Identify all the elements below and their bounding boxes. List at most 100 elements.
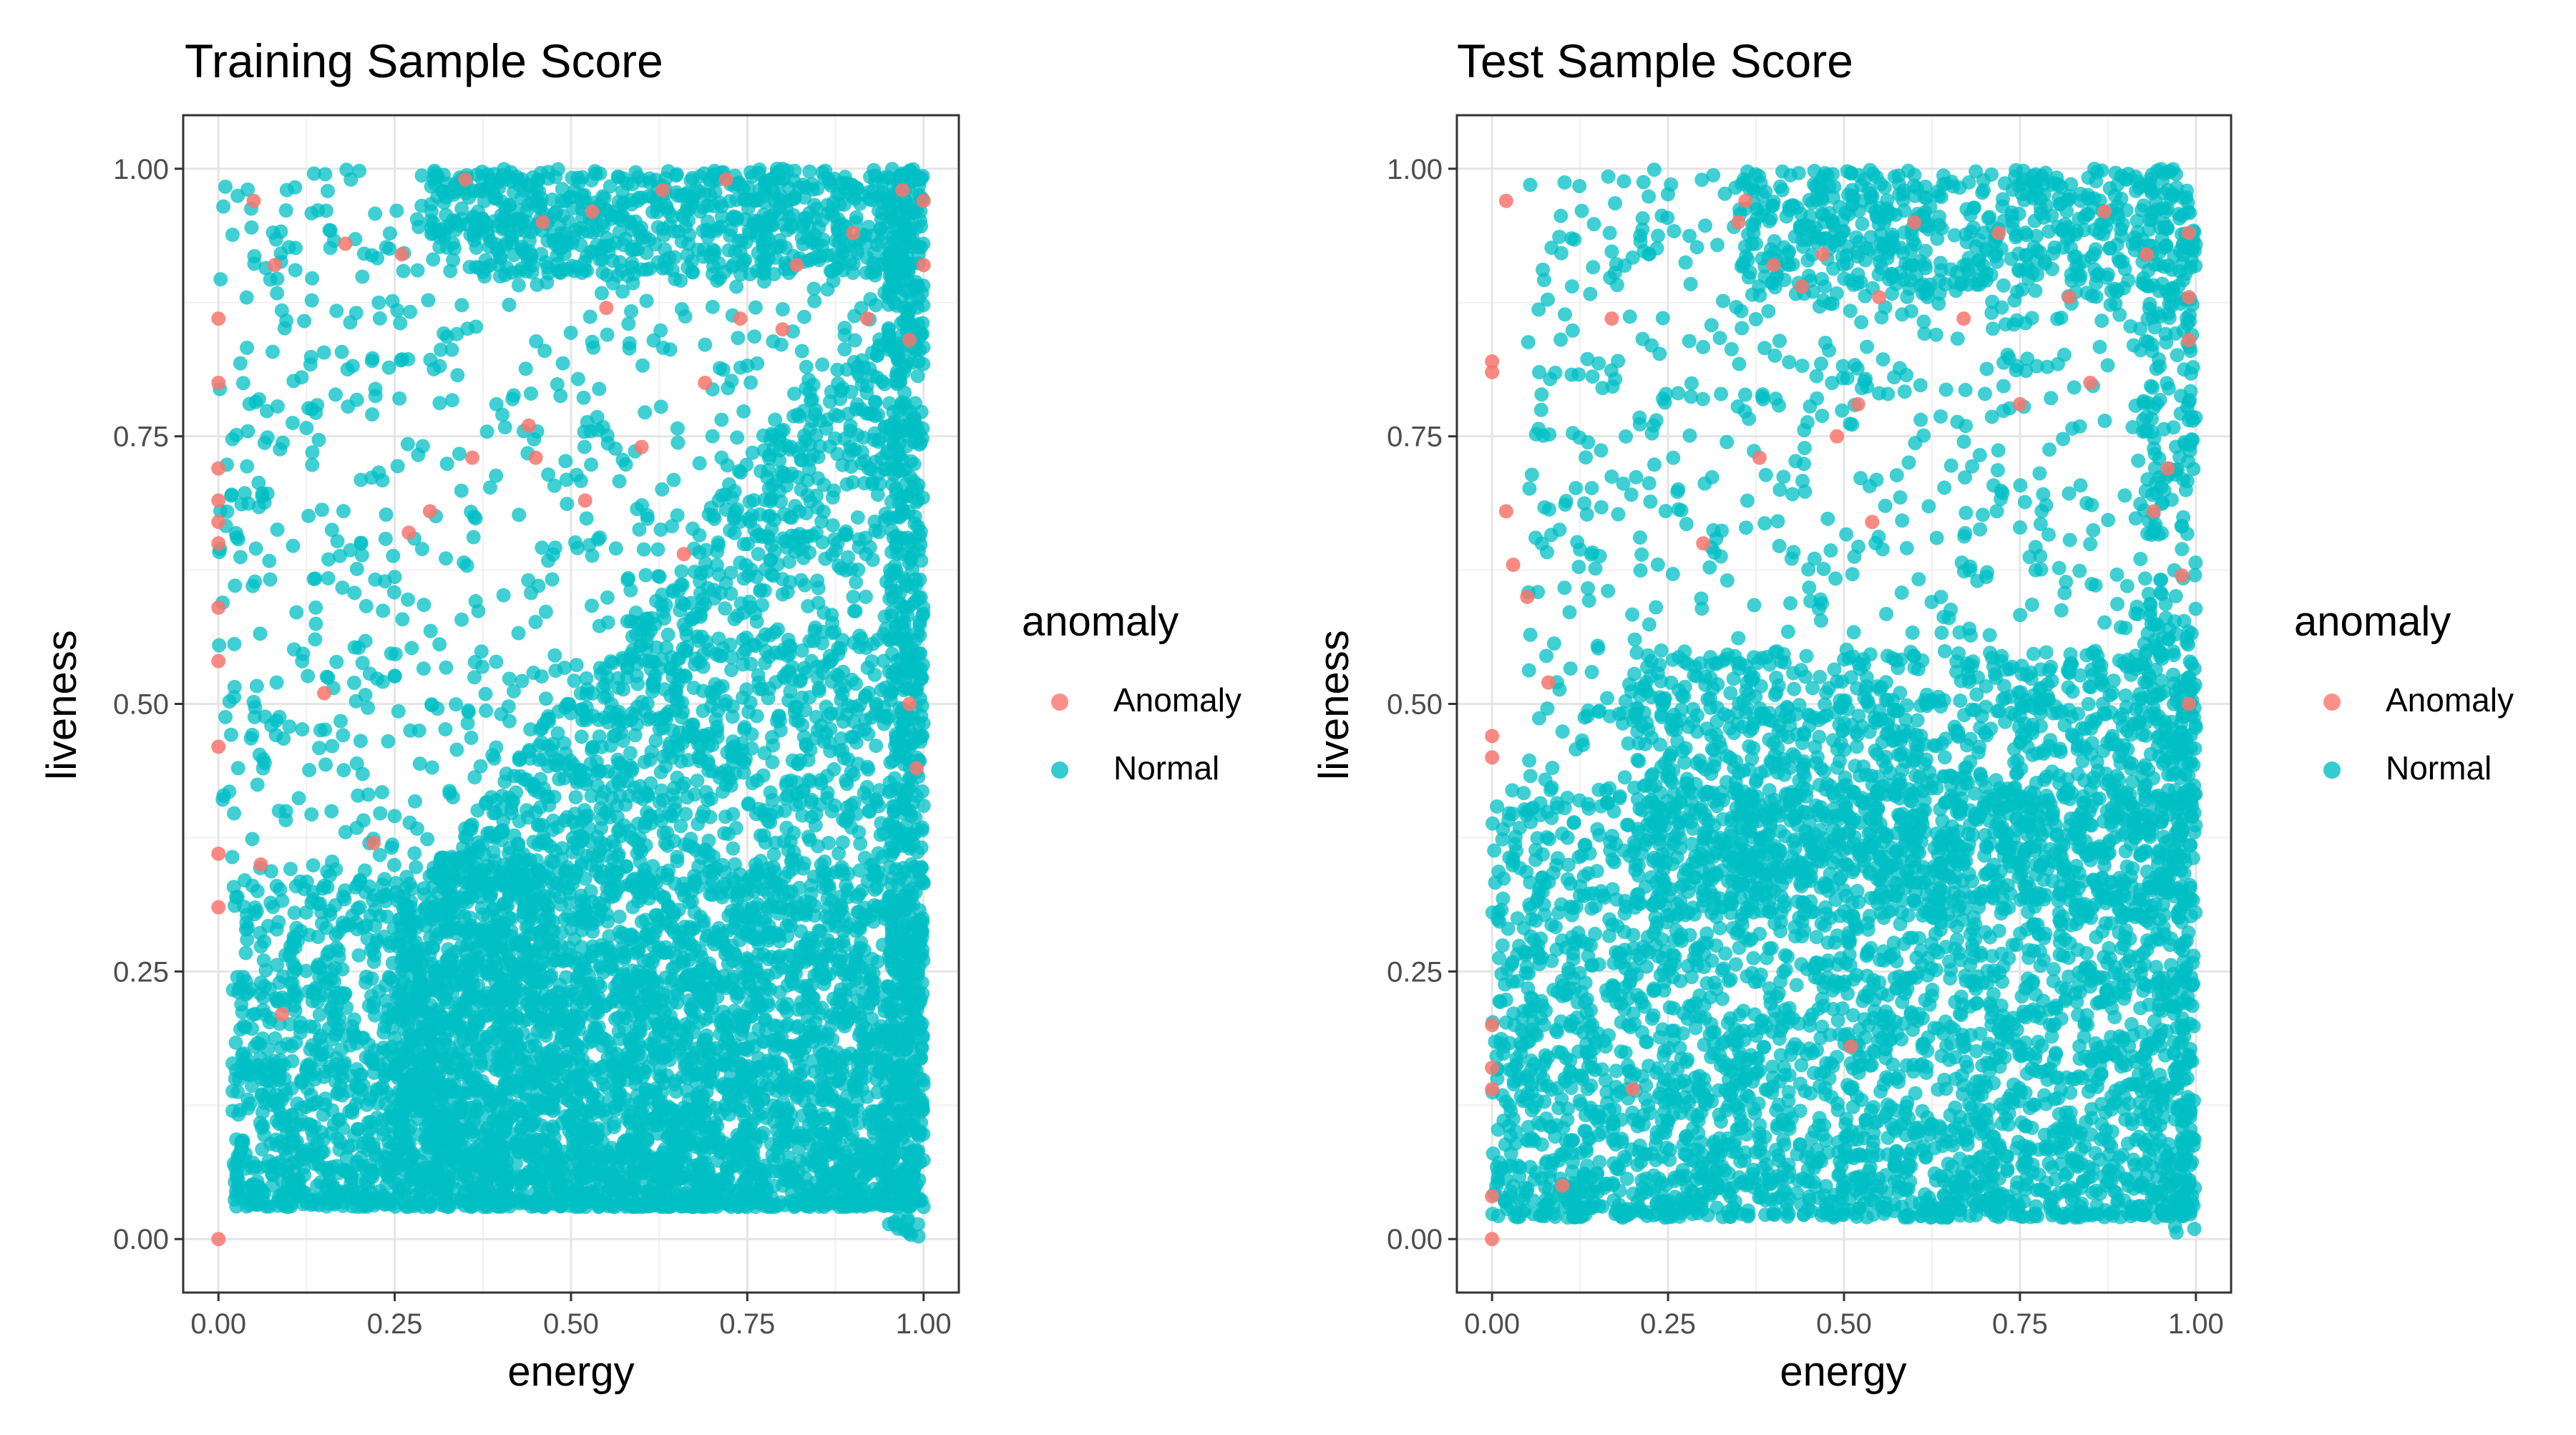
- data-point-normal: [492, 1199, 506, 1213]
- data-point-normal: [230, 970, 245, 984]
- data-point-normal: [639, 1082, 653, 1096]
- data-point-normal: [652, 1069, 666, 1083]
- data-point-normal: [396, 992, 410, 1006]
- data-point-normal: [389, 1177, 403, 1191]
- data-point-normal: [285, 1081, 299, 1096]
- data-point-normal: [751, 993, 765, 1007]
- data-point-normal: [311, 1157, 326, 1172]
- data-point-normal: [547, 953, 561, 967]
- data-point-normal: [344, 1170, 358, 1185]
- data-point-normal: [596, 680, 610, 694]
- data-point-normal: [288, 960, 302, 974]
- data-point-normal: [303, 1043, 318, 1057]
- data-point-normal: [333, 986, 347, 1000]
- data-point-normal: [286, 935, 301, 950]
- data-point-normal: [344, 1139, 358, 1153]
- data-point-normal: [378, 1191, 392, 1205]
- data-point-normal: [688, 905, 702, 920]
- data-point-normal: [365, 971, 379, 986]
- data-point-normal: [859, 1036, 874, 1051]
- data-point-normal: [638, 1196, 652, 1210]
- data-point-normal: [379, 1096, 393, 1111]
- data-point-normal: [758, 1111, 773, 1125]
- data-point-normal: [753, 583, 768, 597]
- data-point-normal: [389, 876, 403, 890]
- data-point-normal: [457, 909, 472, 923]
- data-point-normal: [751, 547, 766, 561]
- data-point-normal: [298, 1100, 313, 1114]
- data-point-normal: [652, 913, 666, 928]
- data-point-normal: [745, 930, 759, 945]
- data-point-normal: [270, 958, 284, 972]
- data-point-normal: [819, 1167, 833, 1181]
- data-point-normal: [607, 1120, 621, 1134]
- data-point-normal: [314, 1144, 328, 1159]
- data-point-normal: [237, 1018, 251, 1033]
- data-point-normal: [250, 1198, 265, 1212]
- data-point-normal: [497, 774, 512, 789]
- data-point-normal: [770, 1054, 784, 1069]
- data-point-normal: [821, 836, 836, 850]
- data-point-normal: [728, 1003, 742, 1018]
- data-point-normal: [767, 1200, 781, 1214]
- data-point-normal: [794, 924, 808, 938]
- data-point-normal: [306, 985, 320, 999]
- chart-title: Training Sample Score: [185, 34, 663, 87]
- data-point-normal: [708, 1115, 723, 1129]
- data-point-normal: [244, 982, 258, 996]
- data-point-normal: [805, 392, 819, 407]
- data-point-normal: [751, 1196, 766, 1210]
- data-point-normal: [402, 877, 416, 891]
- data-point-normal: [592, 1193, 607, 1207]
- data-point-normal: [479, 1008, 494, 1023]
- data-point-normal: [738, 1174, 752, 1188]
- data-point-normal: [684, 947, 698, 961]
- data-point-normal: [489, 1032, 504, 1046]
- data-point-normal: [333, 1069, 347, 1083]
- data-point-normal: [317, 879, 331, 893]
- data-point-normal: [696, 704, 710, 718]
- data-point-normal: [316, 1190, 331, 1205]
- data-point-normal: [313, 1008, 327, 1022]
- data-point-normal: [828, 408, 842, 422]
- data-point-normal: [349, 1036, 364, 1051]
- data-point-normal: [366, 1056, 381, 1071]
- data-point-normal: [232, 1072, 246, 1086]
- data-point-normal: [367, 996, 381, 1010]
- data-point-normal: [460, 1171, 474, 1185]
- data-point-normal: [272, 1117, 286, 1131]
- data-point-normal: [602, 1040, 617, 1054]
- data-point-normal: [723, 1200, 738, 1214]
- data-point-normal: [289, 921, 303, 935]
- data-point-normal: [270, 1195, 285, 1209]
- data-point-normal: [593, 870, 608, 884]
- data-point-normal: [289, 1036, 303, 1050]
- data-point-normal: [288, 905, 302, 920]
- data-point-normal: [302, 928, 316, 942]
- data-point-normal: [516, 955, 530, 969]
- data-point-normal: [306, 858, 321, 872]
- data-point-normal: [756, 882, 771, 897]
- data-point-normal: [305, 1068, 319, 1082]
- data-point-normal: [361, 1143, 376, 1157]
- data-point-normal: [765, 730, 779, 744]
- data-point-normal: [676, 1170, 691, 1185]
- data-point-normal: [847, 590, 861, 604]
- data-point-normal: [733, 465, 748, 480]
- data-point-normal: [638, 913, 653, 927]
- data-point-normal: [851, 905, 865, 920]
- data-point-normal: [240, 921, 255, 935]
- data-point-normal: [245, 879, 260, 893]
- data-point-normal: [335, 1089, 349, 1103]
- data-point-normal: [291, 1184, 305, 1198]
- data-point-normal: [836, 1016, 851, 1031]
- data-point-normal: [575, 1059, 589, 1073]
- data-point-normal: [227, 880, 241, 894]
- data-point-normal: [293, 1020, 308, 1034]
- data-point-normal: [661, 900, 675, 915]
- data-point-normal: [658, 940, 673, 955]
- data-point-normal: [859, 1198, 874, 1212]
- data-point-normal: [449, 945, 463, 959]
- data-point-normal: [557, 912, 572, 926]
- data-point-normal: [831, 962, 845, 976]
